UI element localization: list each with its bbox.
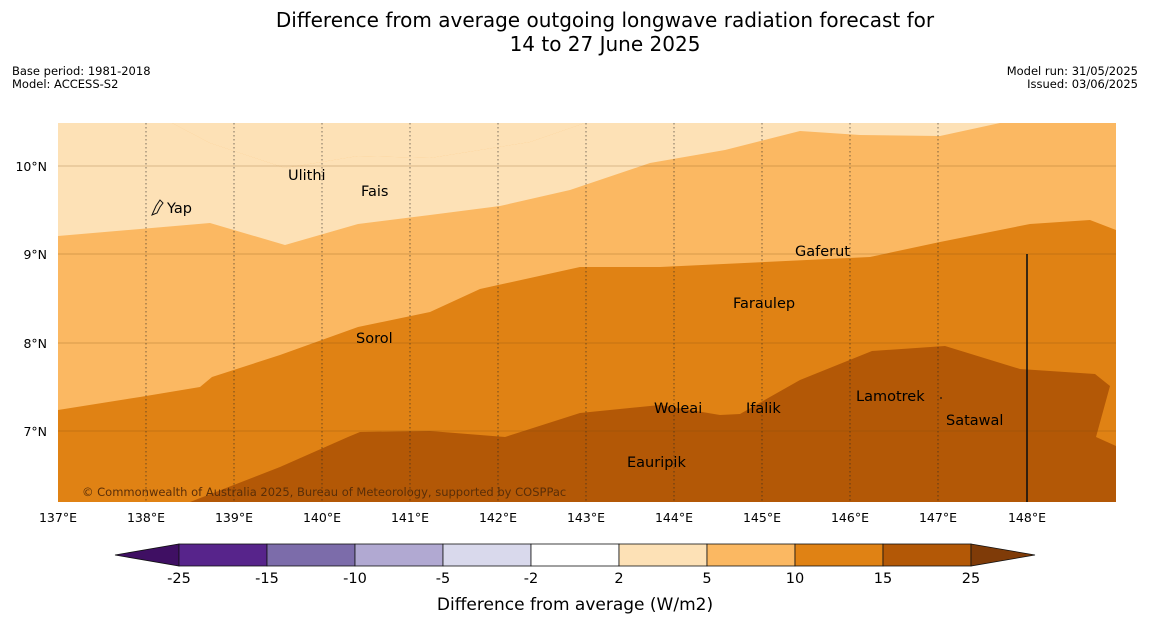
place-marker <box>940 397 942 399</box>
colorbar-ticks: -25 -15 -10 -5 -2 2 5 10 15 25 <box>167 571 980 587</box>
x-tick-label: 144°E <box>655 510 693 525</box>
colorbar-extend-high <box>970 543 1036 567</box>
y-tick-label: 10°N <box>15 159 47 174</box>
y-axis-labels: 10°N 9°N 8°N 7°N <box>15 159 47 439</box>
place-fais: Fais <box>361 184 388 200</box>
issued-text: Issued: 03/06/2025 <box>1027 77 1138 91</box>
x-tick-label: 142°E <box>479 510 517 525</box>
map-lat-lines <box>58 165 1116 432</box>
place-lamotrek: Lamotrek <box>856 389 925 405</box>
colorbar-tick: -2 <box>524 571 538 587</box>
y-tick-label: 9°N <box>23 247 47 262</box>
x-tick-label: 147°E <box>919 510 957 525</box>
x-tick-label: 146°E <box>831 510 869 525</box>
place-gaferut: Gaferut <box>795 244 850 260</box>
colorbar-label: Difference from average (W/m2) <box>437 595 713 615</box>
colorbar-boxes <box>178 543 972 567</box>
colorbar-tick: -15 <box>255 571 279 587</box>
colorbar-box <box>618 543 708 567</box>
place-labels: Ulithi Fais Yap Gaferut Faraulep Sorol W… <box>166 168 1003 471</box>
place-woleai: Woleai <box>654 401 702 417</box>
place-satawal: Satawal <box>946 413 1003 429</box>
colorbar-box <box>794 543 884 567</box>
x-tick-label: 145°E <box>743 510 781 525</box>
yap-island-shape <box>151 199 164 216</box>
model-text: Model: ACCESS-S2 <box>12 77 119 91</box>
metadata-right: Model run: 31/05/2025 Issued: 03/06/2025 <box>1007 65 1138 91</box>
colorbar-tick: 5 <box>702 571 711 587</box>
x-tick-label: 138°E <box>127 510 165 525</box>
x-tick-label: 148°E <box>1008 510 1046 525</box>
colorbar-tick: -25 <box>167 571 191 587</box>
x-tick-label: 139°E <box>215 510 253 525</box>
colorbar-box <box>354 543 444 567</box>
band-5-to-10-top-left <box>58 123 1000 245</box>
band-15-to-25 <box>190 346 1116 502</box>
colorbar-box <box>266 543 356 567</box>
place-ifalik: Ifalik <box>746 401 781 417</box>
chart-title: Difference from average outgoing longwav… <box>0 8 1150 56</box>
colorbar: -25 -15 -10 -5 -2 2 5 10 15 25 Differenc… <box>114 543 1036 615</box>
x-tick-label: 137°E <box>39 510 77 525</box>
place-ulithi: Ulithi <box>288 168 326 184</box>
colorbar-box <box>706 543 796 567</box>
metadata-left: Base period: 1981-2018 Model: ACCESS-S2 <box>12 65 151 91</box>
map-gridlines <box>145 123 939 502</box>
colorbar-box <box>882 543 972 567</box>
place-sorol: Sorol <box>356 331 393 347</box>
colorbar-tick: -5 <box>436 571 450 587</box>
colorbar-tick: 10 <box>786 571 804 587</box>
map-panel <box>58 123 1116 502</box>
model-run-text: Model run: 31/05/2025 <box>1006 64 1138 78</box>
x-tick-label: 140°E <box>303 510 341 525</box>
colorbar-box <box>530 543 620 567</box>
x-axis-labels: 137°E 138°E 139°E 140°E 141°E 142°E 143°… <box>39 510 1046 525</box>
colorbar-tick: 15 <box>874 571 892 587</box>
place-eauripik: Eauripik <box>627 455 686 471</box>
colorbar-tick: 25 <box>962 571 980 587</box>
y-tick-label: 8°N <box>23 336 47 351</box>
x-tick-label: 143°E <box>567 510 605 525</box>
colorbar-tick: -10 <box>343 571 367 587</box>
colorbar-extend-low <box>114 543 180 567</box>
place-faraulep: Faraulep <box>733 296 795 312</box>
base-period-text: Base period: 1981-2018 <box>12 64 151 78</box>
x-tick-label: 141°E <box>391 510 429 525</box>
colorbar-box <box>178 543 268 567</box>
place-yap: Yap <box>166 201 192 217</box>
colorbar-tick: 2 <box>614 571 623 587</box>
colorbar-box <box>442 543 532 567</box>
y-tick-label: 7°N <box>23 424 47 439</box>
title-line-1: Difference from average outgoing longwav… <box>275 8 935 32</box>
title-line-2: 14 to 27 June 2025 <box>509 32 701 56</box>
copyright-text: © Commonwealth of Australia 2025, Bureau… <box>82 485 566 499</box>
